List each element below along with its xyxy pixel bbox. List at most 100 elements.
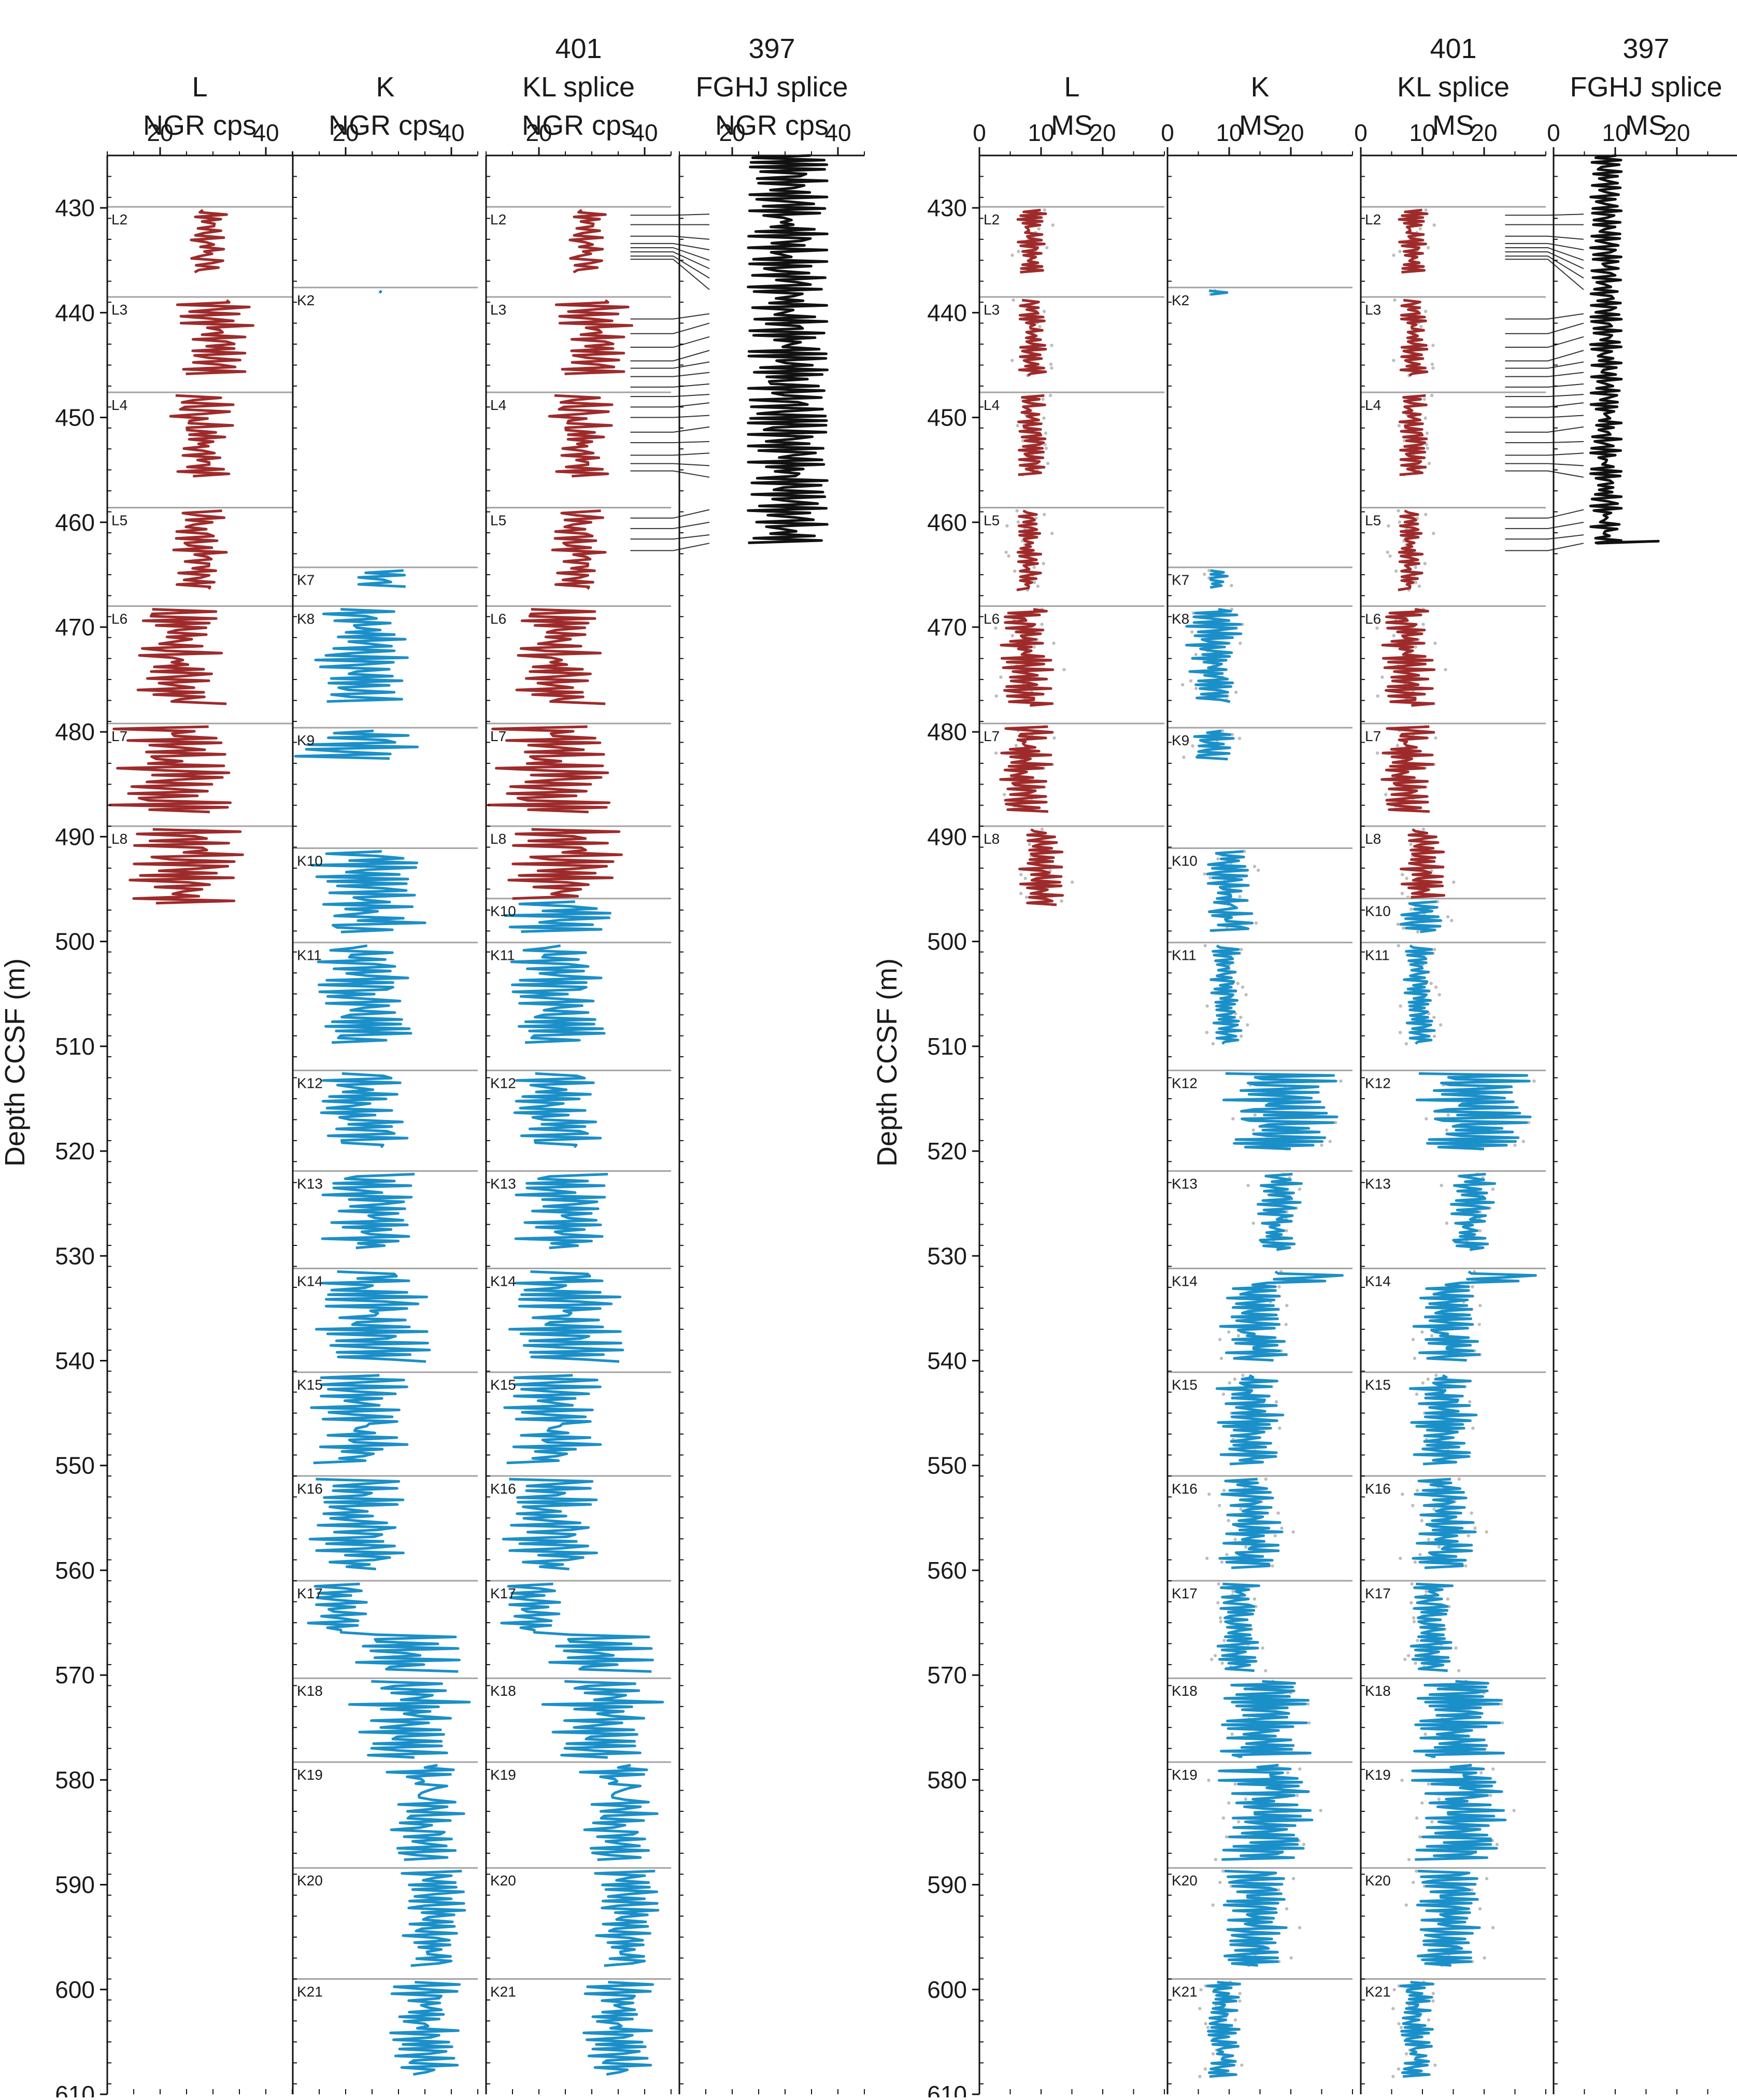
raw-point-ms-KL-L3 <box>1419 324 1423 329</box>
raw-point-ms-K-K17 <box>1220 1661 1224 1665</box>
core-label-ms-K-K18: K18 <box>1172 1683 1198 1699</box>
panel-header-ngr-KL-0: 401 <box>555 33 602 64</box>
raw-point-ms-K-K20 <box>1289 1956 1293 1960</box>
core-label-ngr-KL-L6: L6 <box>490 611 506 627</box>
series-line-ms-K-K9 <box>1193 729 1235 761</box>
raw-point-ms-KL-K21 <box>1404 2052 1408 2056</box>
raw-point-ms-KL-L6 <box>1380 675 1384 679</box>
panel-header-ms-L-0: L <box>1064 72 1079 103</box>
tie-line-1-24 <box>1505 521 1584 529</box>
x-tick-label-ms-KL: 20 <box>1471 119 1497 146</box>
raw-point-ms-KL-L8 <box>1400 891 1404 896</box>
raw-point-ms-KL-L5 <box>1417 584 1421 588</box>
raw-point-ms-KL-L5 <box>1386 550 1389 554</box>
series-line-ms-K-K21 <box>1206 1981 1241 2078</box>
raw-point-ms-KL-K13 <box>1478 1229 1482 1232</box>
raw-point-ms-L-L6 <box>1052 641 1056 645</box>
raw-point-ms-K-K16 <box>1273 1534 1277 1538</box>
raw-point-ms-K-K17 <box>1261 1646 1264 1650</box>
raw-point-ms-KL-K12 <box>1532 1079 1536 1083</box>
core-label-ms-KL-K16: K16 <box>1365 1481 1391 1497</box>
raw-point-ms-KL-K11 <box>1404 1042 1408 1046</box>
core-label-ms-K-K11: K11 <box>1172 947 1197 963</box>
raw-point-ms-KL-L3 <box>1392 359 1396 362</box>
raw-point-ms-KL-K20 <box>1404 1903 1408 1907</box>
raw-point-ms-K-K15 <box>1228 1381 1231 1385</box>
series-line-ngr-K-K21 <box>389 1981 461 2076</box>
panel-header-ms-K-0: K <box>1250 72 1269 103</box>
series-line-ngr-K-K7 <box>357 569 406 588</box>
series-line-ngr-KL-K21 <box>582 1981 654 2076</box>
raw-point-ms-L-L5 <box>1015 509 1019 513</box>
raw-point-ms-KL-K16 <box>1399 1556 1402 1560</box>
core-label-ms-K-K13: K13 <box>1172 1175 1198 1191</box>
series-line-ngr-KL-L6 <box>515 608 606 705</box>
raw-point-ms-KL-K17 <box>1412 1620 1416 1624</box>
raw-point-ms-L-L5 <box>1043 513 1046 516</box>
core-label-ngr-K-K9: K9 <box>297 732 315 748</box>
series-line-ngr-KL-L2 <box>568 209 607 274</box>
y-tick-label: 450 <box>55 404 95 431</box>
raw-point-ms-K-K16 <box>1233 1538 1237 1541</box>
x-tick-label-ngr-397: 40 <box>824 119 851 146</box>
series-line-ngr-KL-L3 <box>554 299 633 375</box>
raw-point-ms-KL-K14 <box>1430 1334 1434 1338</box>
raw-point-ms-KL-K17 <box>1414 1661 1417 1665</box>
raw-point-ms-KL-K13 <box>1445 1221 1449 1225</box>
raw-point-ms-K-K11 <box>1244 993 1248 997</box>
core-label-ms-KL-K11: K11 <box>1365 947 1390 963</box>
core-label-ms-KL-L2: L2 <box>1365 211 1381 228</box>
raw-point-ms-L-L7 <box>994 751 998 755</box>
raw-point-ms-KL-L6 <box>1392 634 1396 637</box>
raw-point-ms-L-L2 <box>1010 253 1014 257</box>
y-tick-label: 530 <box>927 1242 967 1269</box>
raw-point-ms-KL-L7 <box>1396 744 1400 747</box>
panel-ms-L: L MS 0 10 20 L2 L3 L4 L5 L6 L7 L8 <box>973 72 1165 2094</box>
series-line-ms-KL-K10 <box>1399 900 1443 933</box>
tie-line-1-6 <box>1505 256 1584 279</box>
raw-point-ms-K-K11 <box>1205 1030 1209 1034</box>
panel-header-ngr-K-1: NGR cps <box>329 110 442 141</box>
tie-line-1-9 <box>1505 322 1584 334</box>
tie-line-0-16 <box>630 402 710 408</box>
raw-point-ms-KL-K16 <box>1413 1560 1417 1564</box>
raw-point-ms-KL-K21 <box>1397 2022 1401 2025</box>
tie-line-1-22 <box>1505 470 1584 478</box>
raw-point-ms-KL-L5 <box>1387 524 1390 528</box>
core-label-ms-KL-K20: K20 <box>1365 1872 1391 1889</box>
series-line-ngr-KL-K16 <box>502 1478 598 1570</box>
tie-line-1-20 <box>1505 452 1584 456</box>
raw-point-ms-K-K10 <box>1216 857 1220 861</box>
tie-line-0-2 <box>630 235 710 240</box>
series-line-ms-KL-K16 <box>1412 1478 1477 1569</box>
tie-line-0-21 <box>630 463 710 466</box>
raw-point-ms-KL-K16 <box>1473 1526 1477 1530</box>
raw-point-ms-KL-K10 <box>1450 918 1454 923</box>
core-label-ngr-KL-K12: K12 <box>490 1075 516 1091</box>
core-label-ms-L-L4: L4 <box>984 397 1000 413</box>
tie-line-1-17 <box>1505 415 1584 418</box>
raw-point-ms-K-K16 <box>1207 1492 1211 1496</box>
series-line-ngr-K-K8 <box>314 608 409 703</box>
raw-point-ms-KL-L4 <box>1427 461 1431 465</box>
panel-header-ngr-L-0: L <box>192 72 207 103</box>
core-label-ngr-K-K10: K10 <box>297 853 323 869</box>
raw-point-ms-L-L5 <box>1042 562 1046 565</box>
y-tick-label: 440 <box>927 299 967 326</box>
core-label-ms-K-K21: K21 <box>1172 1984 1198 2000</box>
raw-point-ms-KL-K16 <box>1485 1530 1488 1534</box>
raw-point-ms-KL-L4 <box>1430 393 1434 398</box>
series-line-ngr-K-K2 <box>378 290 382 294</box>
tie-line-1-23 <box>1505 509 1584 519</box>
raw-point-ms-L-L5 <box>1032 565 1036 569</box>
raw-point-ms-KL-K16 <box>1415 1488 1419 1493</box>
raw-point-ms-K-K19 <box>1221 1816 1226 1820</box>
tie-line-1-4 <box>1505 247 1584 261</box>
raw-point-ms-L-L7 <box>1052 736 1056 740</box>
raw-point-ms-KL-L4 <box>1425 443 1429 446</box>
series-line-ngr-KL-L8 <box>507 828 623 900</box>
x-tick-label-ms-397: 20 <box>1663 119 1690 146</box>
raw-point-ms-K-K21 <box>1238 1992 1242 1995</box>
raw-point-ms-KL-K19 <box>1420 1801 1424 1805</box>
